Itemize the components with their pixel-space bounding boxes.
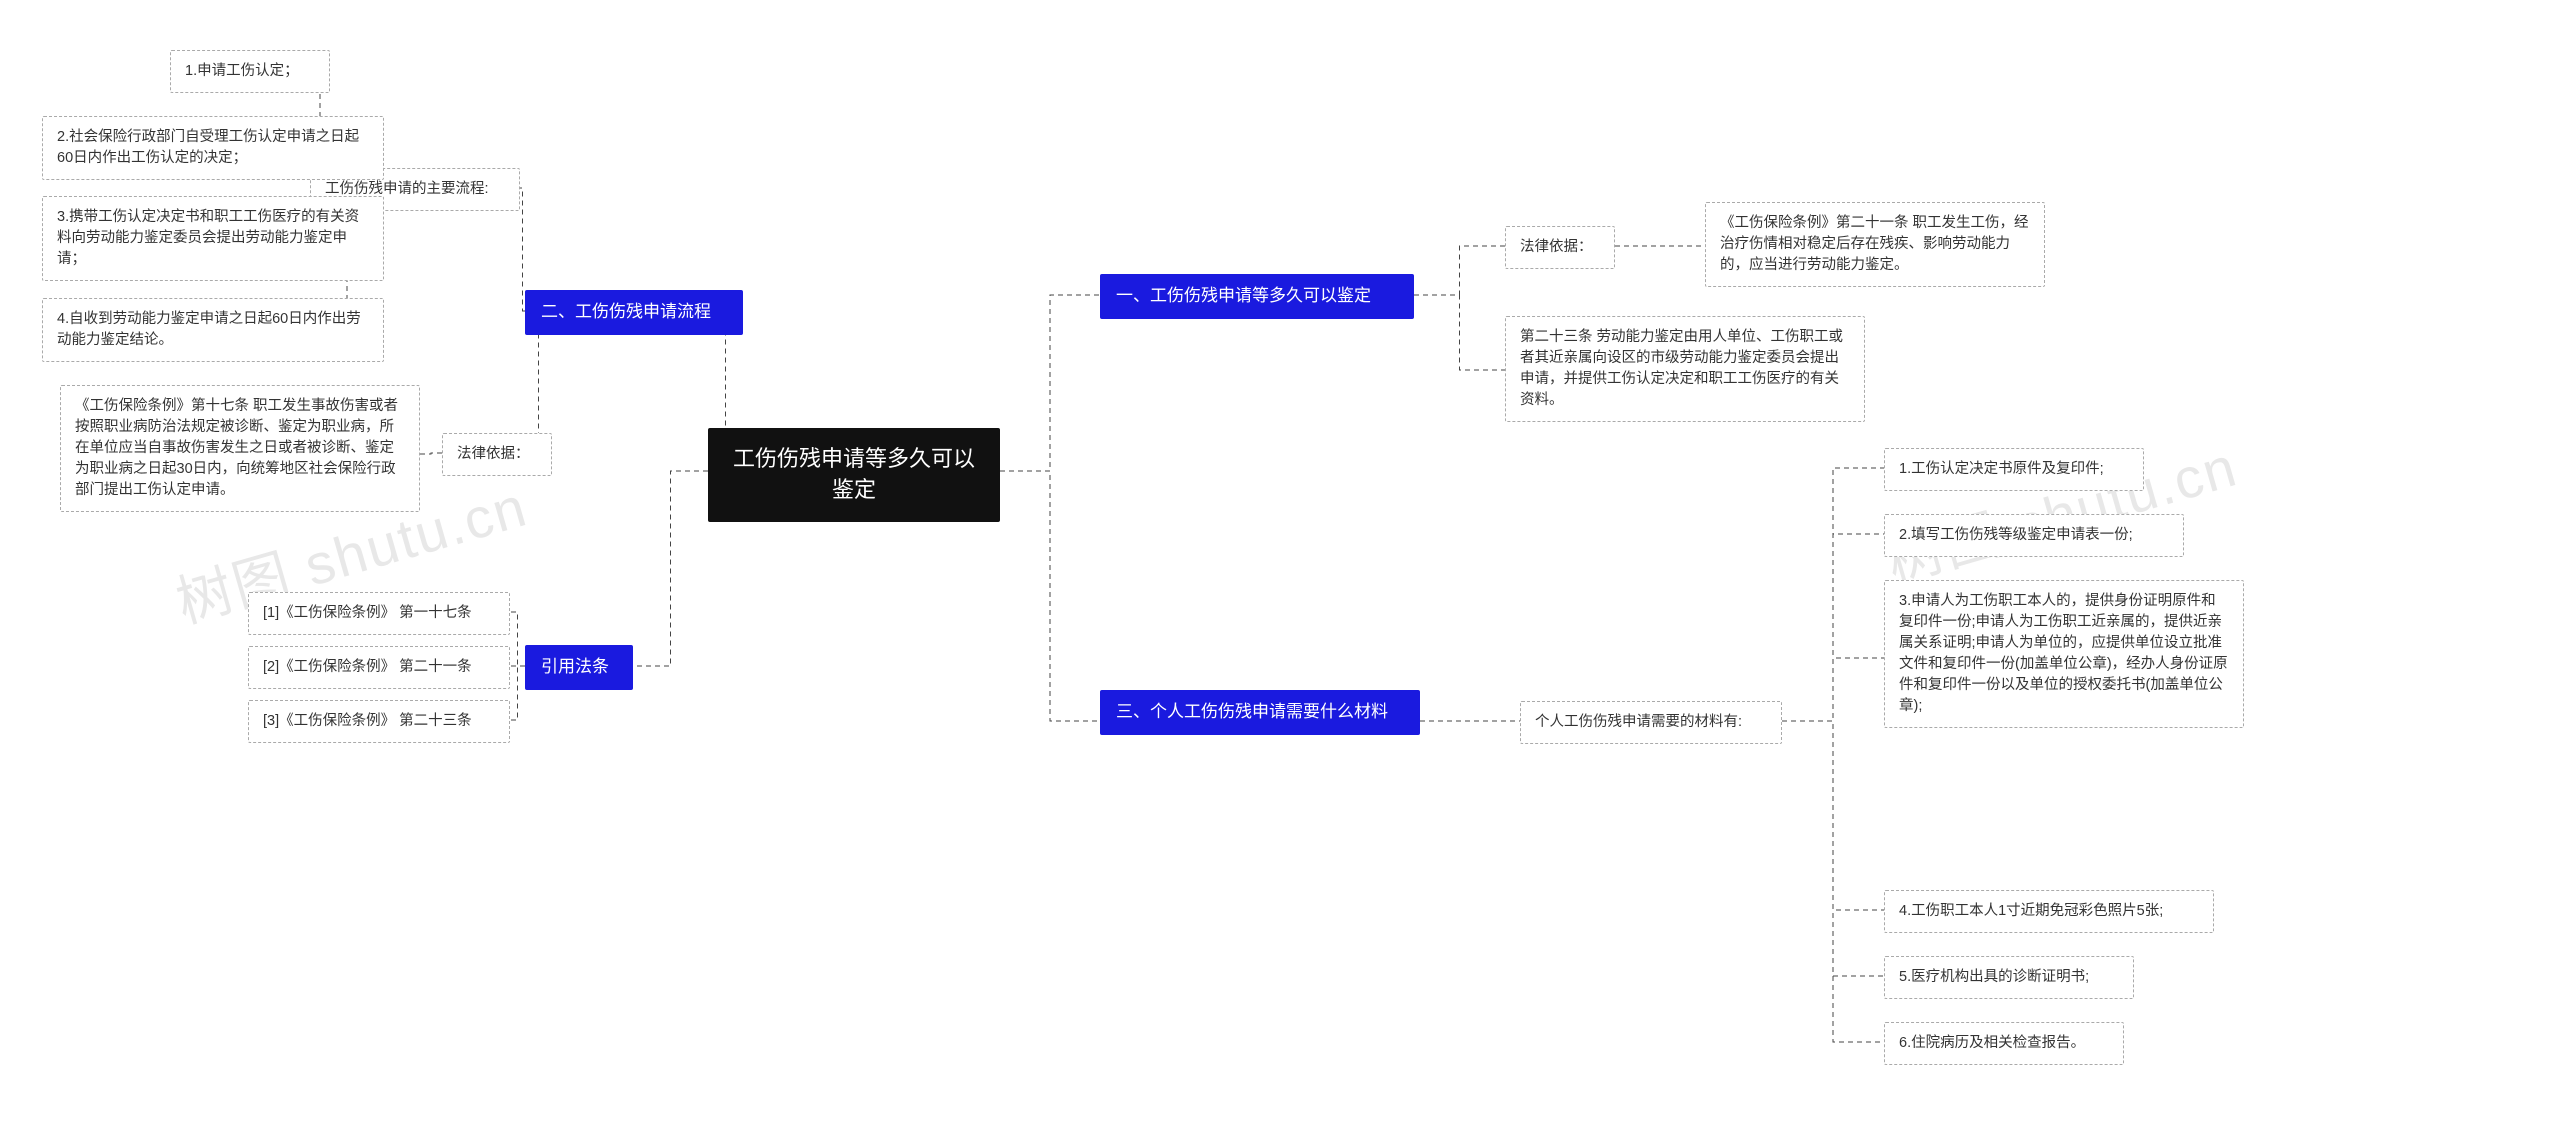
b4-cite2[interactable]: [2]《工伤保险条例》 第二十一条 — [248, 646, 510, 689]
b2-step3[interactable]: 3.携带工伤认定决定书和职工工伤医疗的有关资料向劳动能力鉴定委员会提出劳动能力鉴… — [42, 196, 384, 281]
branch-4[interactable]: 引用法条 — [525, 645, 633, 690]
text: 工伤伤残申请的主要流程: — [325, 181, 489, 197]
b4-cite1[interactable]: [1]《工伤保险条例》 第一十七条 — [248, 592, 510, 635]
text: [2]《工伤保险条例》 第二十一条 — [263, 659, 472, 675]
b2-legal-basis[interactable]: 法律依据： — [442, 433, 552, 476]
root-line2: 鉴定 — [832, 477, 876, 502]
text: 6.住院病历及相关检查报告。 — [1899, 1035, 2085, 1051]
text: [3]《工伤保险条例》 第二十三条 — [263, 713, 472, 729]
text: 2.社会保险行政部门自受理工伤认定申请之日起60日内作出工伤认定的决定； — [57, 129, 359, 166]
text: 个人工伤伤残申请需要的材料有: — [1535, 714, 1742, 730]
b3-item5[interactable]: 5.医疗机构出具的诊断证明书; — [1884, 956, 2134, 999]
text: [1]《工伤保险条例》 第一十七条 — [263, 605, 472, 621]
text: 1.申请工伤认定； — [185, 63, 299, 79]
branch-4-label: 引用法条 — [541, 657, 609, 676]
root-line1: 工伤伤残申请等多久可以 — [733, 446, 975, 471]
b4-cite3[interactable]: [3]《工伤保险条例》 第二十三条 — [248, 700, 510, 743]
b2-step2[interactable]: 2.社会保险行政部门自受理工伤认定申请之日起60日内作出工伤认定的决定； — [42, 116, 384, 180]
b1-art23[interactable]: 第二十三条 劳动能力鉴定由用人单位、工伤职工或者其近亲属向设区的市级劳动能力鉴定… — [1505, 316, 1865, 422]
text: 4.自收到劳动能力鉴定申请之日起60日内作出劳动能力鉴定结论。 — [57, 311, 361, 348]
root-node[interactable]: 工伤伤残申请等多久可以 鉴定 — [708, 428, 1000, 522]
text: 《工伤保险条例》第十七条 职工发生事故伤害或者按照职业病防治法规定被诊断、鉴定为… — [75, 398, 398, 498]
b3-item2[interactable]: 2.填写工伤伤残等级鉴定申请表一份; — [1884, 514, 2184, 557]
b1-art21[interactable]: 《工伤保险条例》第二十一条 职工发生工伤，经治疗伤情相对稳定后存在残疾、影响劳动… — [1705, 202, 2045, 287]
text: 第二十三条 劳动能力鉴定由用人单位、工伤职工或者其近亲属向设区的市级劳动能力鉴定… — [1520, 329, 1843, 408]
text: 3.申请人为工伤职工本人的，提供身份证明原件和复印件一份;申请人为工伤职工近亲属… — [1899, 593, 2228, 714]
b3-item1[interactable]: 1.工伤认定决定书原件及复印件; — [1884, 448, 2144, 491]
b2-step1[interactable]: 1.申请工伤认定； — [170, 50, 330, 93]
b3-item3[interactable]: 3.申请人为工伤职工本人的，提供身份证明原件和复印件一份;申请人为工伤职工近亲属… — [1884, 580, 2244, 728]
text: 4.工伤职工本人1寸近期免冠彩色照片5张; — [1899, 903, 2163, 919]
text: 2.填写工伤伤残等级鉴定申请表一份; — [1899, 527, 2133, 543]
b3-item4[interactable]: 4.工伤职工本人1寸近期免冠彩色照片5张; — [1884, 890, 2214, 933]
branch-1-label: 一、工伤伤残申请等多久可以鉴定 — [1116, 286, 1371, 305]
text: 5.医疗机构出具的诊断证明书; — [1899, 969, 2089, 985]
text: 法律依据： — [457, 446, 530, 462]
branch-3-label: 三、个人工伤伤残申请需要什么材料 — [1116, 702, 1388, 721]
branch-2-label: 二、工伤伤残申请流程 — [541, 302, 711, 321]
b3-materials[interactable]: 个人工伤伤残申请需要的材料有: — [1520, 701, 1782, 744]
text: 3.携带工伤认定决定书和职工工伤医疗的有关资料向劳动能力鉴定委员会提出劳动能力鉴… — [57, 209, 359, 267]
mindmap-canvas: 树图 shutu.cn 树图 shutu.cn 工伤伤残申请等多久可以 鉴定 一… — [0, 0, 2560, 1121]
text: 法律依据： — [1520, 239, 1593, 255]
b2-step4[interactable]: 4.自收到劳动能力鉴定申请之日起60日内作出劳动能力鉴定结论。 — [42, 298, 384, 362]
b2-art17[interactable]: 《工伤保险条例》第十七条 职工发生事故伤害或者按照职业病防治法规定被诊断、鉴定为… — [60, 385, 420, 512]
b1-legal-basis[interactable]: 法律依据： — [1505, 226, 1615, 269]
text: 《工伤保险条例》第二十一条 职工发生工伤，经治疗伤情相对稳定后存在残疾、影响劳动… — [1720, 215, 2029, 273]
branch-3[interactable]: 三、个人工伤伤残申请需要什么材料 — [1100, 690, 1420, 735]
b3-item6[interactable]: 6.住院病历及相关检查报告。 — [1884, 1022, 2124, 1065]
branch-1[interactable]: 一、工伤伤残申请等多久可以鉴定 — [1100, 274, 1414, 319]
branch-2[interactable]: 二、工伤伤残申请流程 — [525, 290, 743, 335]
text: 1.工伤认定决定书原件及复印件; — [1899, 461, 2104, 477]
